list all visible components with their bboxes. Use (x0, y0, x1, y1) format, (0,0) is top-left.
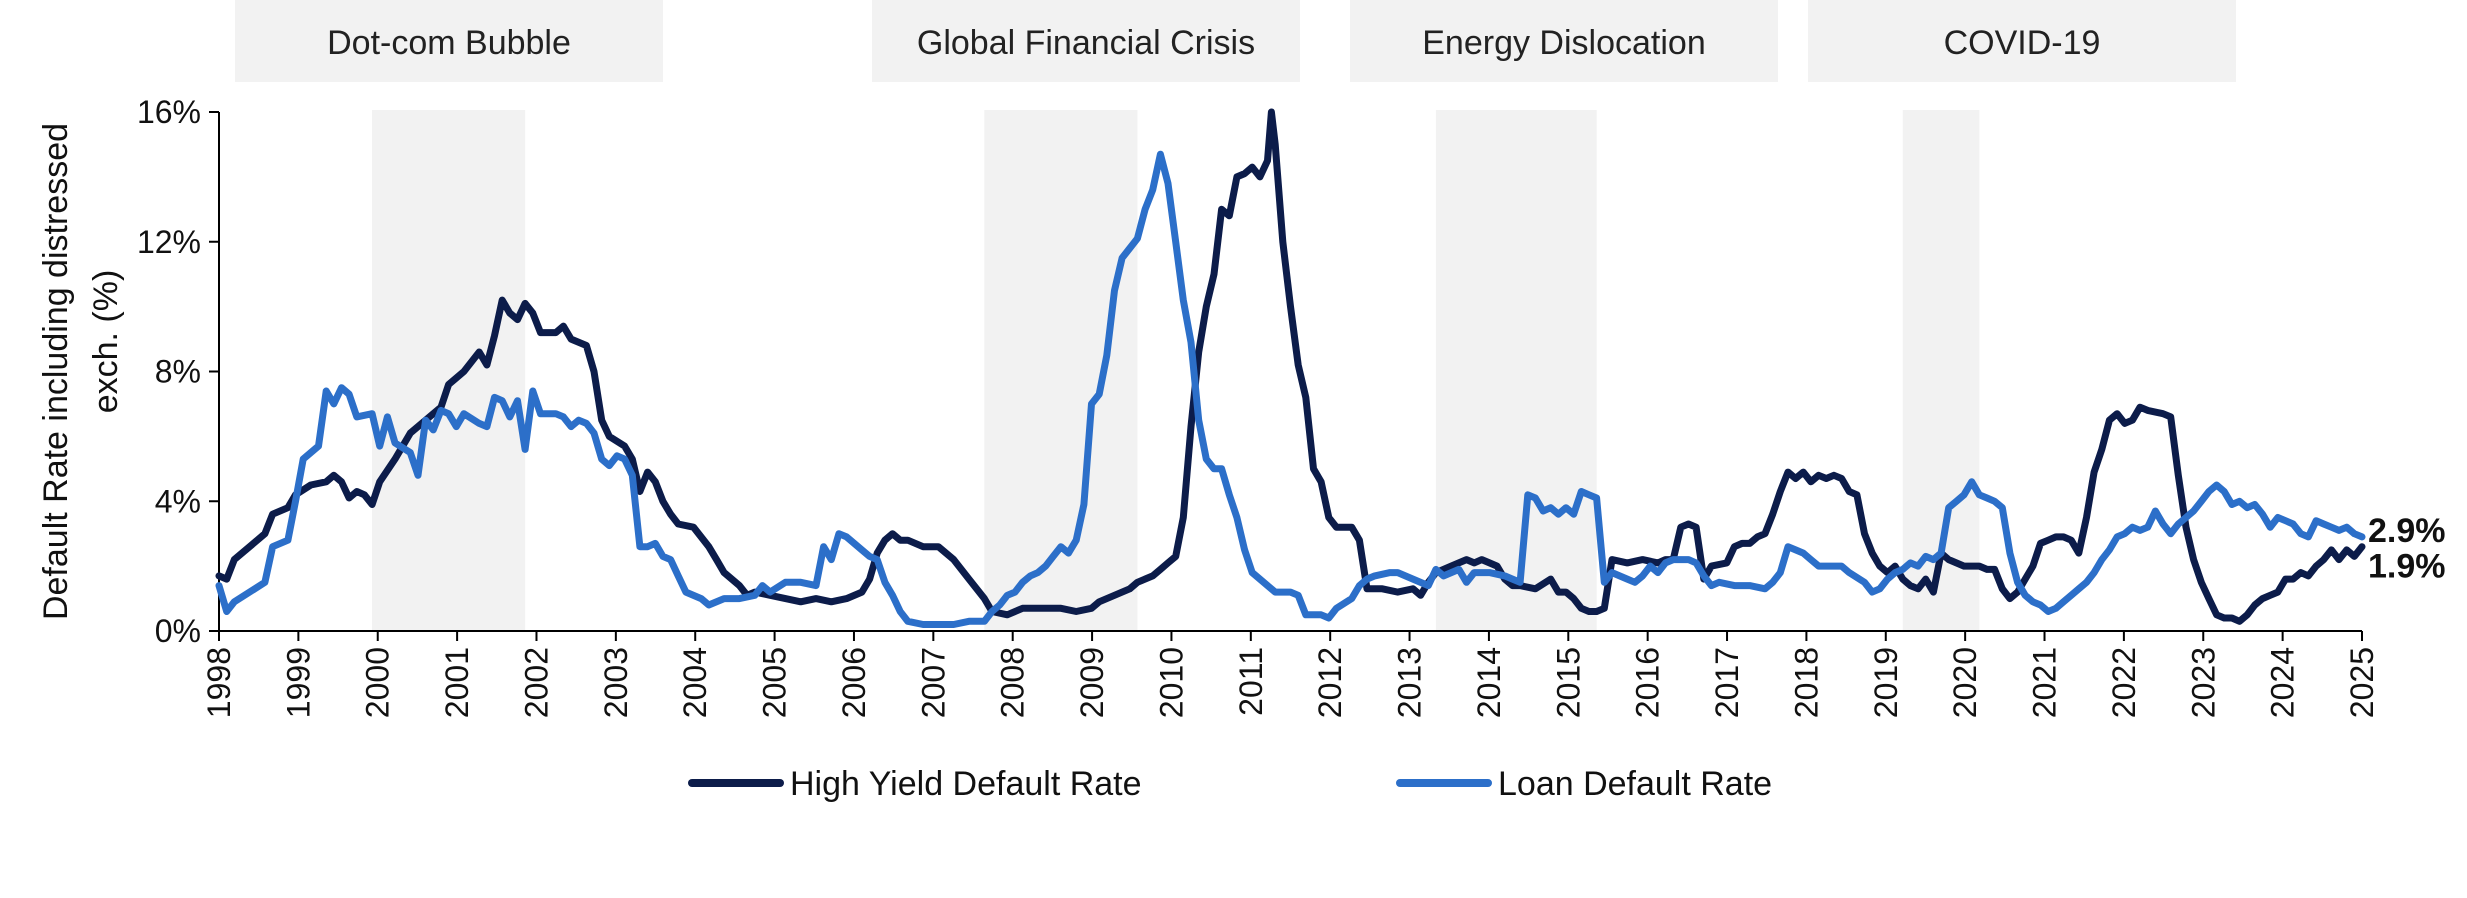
period-label-box-energy-dislocation (1350, 0, 1778, 82)
x-tick-label: 2009 (1074, 647, 1110, 718)
x-tick-label: 2020 (1947, 647, 1983, 718)
x-tick-label: 2007 (915, 647, 951, 718)
series-line-high-yield-default-rate (215, 108, 2366, 625)
x-tick-label: 2010 (1153, 647, 1189, 718)
end-label-high-yield-default-rate: 1.9% (2368, 548, 2446, 586)
period-label-box-global-financial-crisis (872, 0, 1300, 82)
y-tick-label: 16% (137, 94, 201, 130)
x-tick-label: 2024 (2265, 647, 2301, 718)
x-tick-label: 2005 (757, 647, 793, 718)
y-tick-label: 0% (155, 613, 201, 649)
y-axis-title-group: Default Rate including distressed exch. (… (37, 123, 125, 620)
x-tick-label: 2012 (1312, 647, 1348, 718)
period-label-box-dot-com-bubble (235, 0, 663, 82)
x-tick-label: 2017 (1709, 647, 1745, 718)
x-tick-label: 2001 (439, 647, 475, 718)
x-tick-label: 2000 (360, 647, 396, 718)
x-tick-label: 2011 (1233, 647, 1269, 716)
x-tick-label: 2004 (677, 647, 713, 718)
period-label-global-financial-crisis: Global Financial Crisis (917, 24, 1255, 62)
y-axis-title-line: exch. (%) (87, 270, 125, 414)
x-tick-label: 2014 (1471, 647, 1507, 718)
x-tick-label: 2023 (2185, 647, 2221, 718)
period-label-group: Dot-com Bubble Global Financial Crisis Ene… (235, 0, 2236, 82)
y-tick-label: 4% (155, 483, 201, 519)
legend-label-loan-default-rate: Loan Default Rate (1498, 765, 1772, 803)
period-shading-global-financial-crisis (984, 110, 1138, 631)
x-tick-label: 2025 (2344, 647, 2380, 718)
series-group (215, 108, 2366, 628)
x-tick-label: 2022 (2106, 647, 2142, 718)
period-label-box-covid-19 (1808, 0, 2236, 82)
period-shading-group (372, 110, 1980, 631)
period-label-energy-dislocation: Energy Dislocation (1422, 24, 1705, 62)
legend-label-high-yield-default-rate: High Yield Default Rate (790, 765, 1142, 803)
period-label-covid-19: COVID-19 (1944, 24, 2101, 62)
y-axis-title-line: Default Rate including distressed (37, 123, 75, 620)
period-shading-dot-com-bubble (372, 110, 526, 631)
x-tick-label: 2006 (836, 647, 872, 718)
period-label-dot-com-bubble: Dot-com Bubble (327, 24, 571, 62)
axes-group: 0% 4% 8% 12% 16% 1998 1999 2000 2001 2002 2003 2004… (137, 94, 2380, 718)
series-line-loan-default-rate (215, 150, 2366, 628)
x-tick-label: 2018 (1788, 647, 1824, 718)
end-label-group: 1.9%2.9% (2368, 512, 2446, 586)
x-tick-label: 2002 (518, 647, 554, 718)
end-label-loan-default-rate: 2.9% (2368, 512, 2446, 550)
period-shading-energy-dislocation (1435, 110, 1597, 631)
x-tick-label: 2015 (1550, 647, 1586, 718)
x-tick-label: 1998 (201, 647, 237, 718)
y-tick-label: 8% (155, 354, 201, 390)
x-tick-label: 2021 (2027, 647, 2063, 718)
x-tick-label: 2008 (995, 647, 1031, 718)
x-tick-label: 1999 (280, 647, 316, 718)
x-tick-label: 2003 (598, 647, 634, 718)
x-tick-label: 2013 (1392, 647, 1428, 718)
y-tick-label: 12% (137, 224, 201, 260)
x-tick-label: 2019 (1868, 647, 1904, 718)
legend-group: High Yield Default Rate Loan Default Rate (688, 765, 1772, 803)
x-tick-label: 2016 (1630, 647, 1666, 718)
